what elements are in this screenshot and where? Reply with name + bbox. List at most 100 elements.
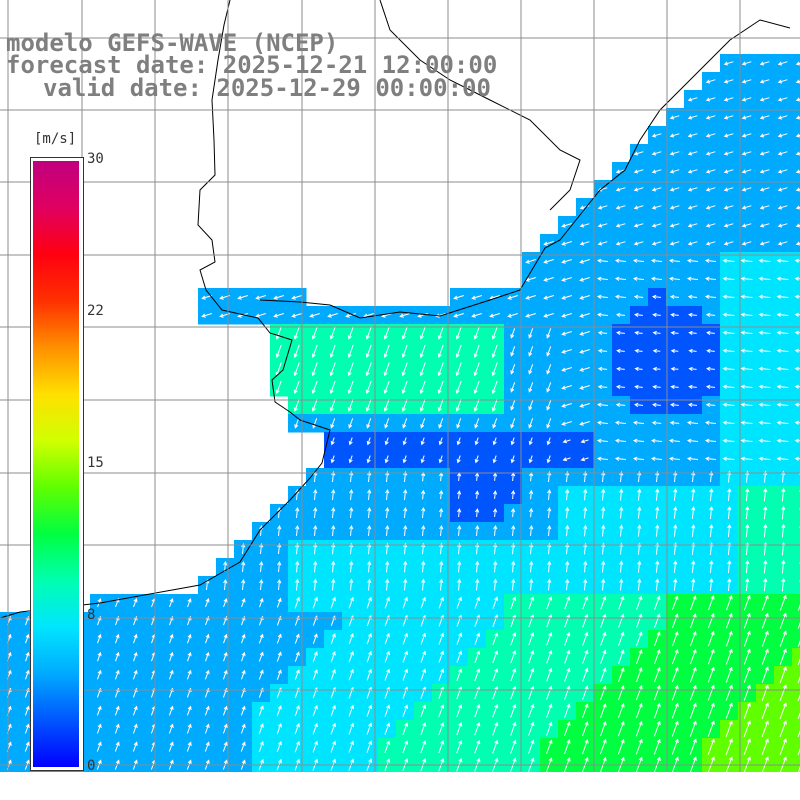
wind-arrow [474,490,480,499]
wind-arrow [655,578,660,591]
wind-arrow [615,402,626,408]
wind-arrow [653,667,661,683]
wind-arrow [633,294,644,300]
wind-arrow [187,651,192,662]
wind-arrow [687,133,698,138]
wind-arrow [564,685,571,700]
wind-cell [792,522,800,541]
wind-arrow [366,722,373,735]
wind-arrow [781,487,786,502]
wind-arrow [763,487,768,502]
wind-arrow [564,649,571,664]
wind-arrow [704,438,717,443]
wind-arrow [668,438,681,443]
wind-arrow [797,766,800,773]
wind-arrow [634,366,643,372]
wind-arrow [722,312,735,317]
wind-arrow [597,366,608,372]
wind-arrow [529,524,534,537]
wind-arrow [492,508,498,517]
wind-arrow [615,384,626,390]
wind-arrow [704,258,717,263]
wind-arrow [670,348,679,354]
wind-arrow [329,380,336,395]
wind-arrow [385,578,390,591]
wind-arrow [439,542,444,555]
wind-arrow [596,438,609,443]
wind-arrow [402,650,408,663]
wind-arrow [759,241,770,246]
wind-arrow [707,684,715,701]
colorbar [30,157,84,771]
wind-arrow [474,686,481,700]
wind-arrow [797,748,800,755]
wind-arrow [349,488,354,501]
wind-arrow [528,346,534,357]
wind-arrow [457,560,462,573]
wind-arrow [723,133,734,138]
wind-arrow [761,630,769,647]
wind-arrow [347,380,354,395]
wind-arrow [741,79,752,84]
wind-arrow [547,488,552,501]
wind-arrow [705,169,716,174]
wind-arrow [704,456,717,461]
wind-arrow [492,490,498,499]
wind-arrow [474,596,480,609]
wind-arrow [546,596,553,610]
wind-arrow [421,560,426,573]
wind-arrow [776,420,789,425]
wind-arrow [223,651,228,662]
wind-arrow [758,402,771,407]
wind-arrow [781,523,786,538]
wind-arrow [241,598,246,608]
wind-arrow [474,455,479,464]
wind-arrow [600,721,607,737]
wind-arrow [349,506,354,519]
wind-arrow [689,738,697,755]
wind-arrow [743,702,751,719]
wind-arrow [561,295,572,300]
wind-arrow [691,470,696,483]
wind-arrow [583,560,588,573]
wind-arrow [723,97,734,102]
wind-arrow [561,259,572,264]
wind-arrow [709,578,714,591]
wind-arrow [705,223,716,228]
wind-arrow [114,669,120,680]
wind-arrow [797,694,800,701]
wind-arrow [561,331,572,336]
wind-arrow [186,723,192,734]
wind-arrow [691,524,696,537]
wind-arrow [511,524,516,537]
wind-arrow [795,115,800,120]
wind-arrow [707,666,715,683]
map-bottom-margin [0,772,800,800]
wind-arrow [619,560,624,573]
wind-arrow [722,258,735,263]
wind-arrow [24,741,30,752]
wind-arrow [740,420,753,425]
wind-arrow [725,630,733,647]
wind-arrow [636,613,643,628]
wind-arrow [258,651,264,662]
wind-arrow [794,456,800,461]
wind-arrow [615,241,626,246]
wind-arrow [579,367,590,372]
wind-arrow [295,560,300,573]
wind-arrow [168,723,174,734]
wind-arrow [583,488,588,501]
wind-arrow [723,61,734,66]
wind-arrow [619,578,624,591]
wind-arrow [565,488,570,501]
wind-arrow [437,327,444,340]
wind-arrow [617,738,625,755]
wind-arrow [543,259,554,264]
wind-arrow [636,631,643,646]
wind-arrow [673,470,678,483]
wind-arrow [777,187,788,192]
wind-arrow [275,380,282,395]
wind-arrow [547,578,552,591]
wind-arrow [758,294,771,299]
wind-arrow [204,723,210,734]
